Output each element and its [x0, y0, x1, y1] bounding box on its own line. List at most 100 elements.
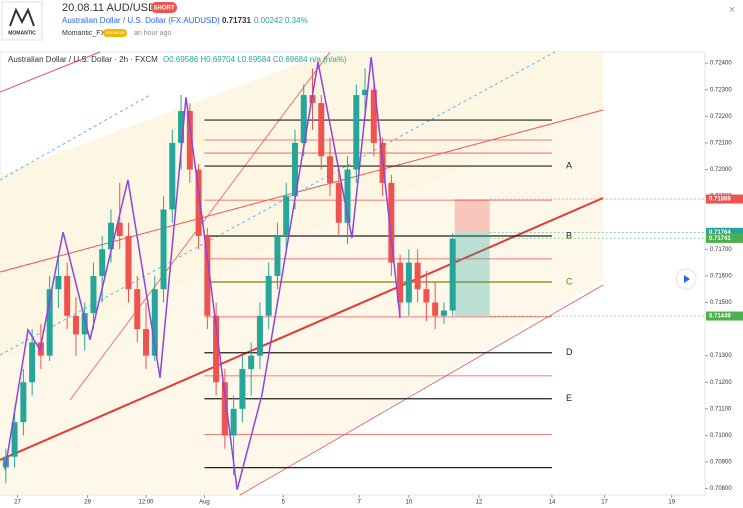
candle-body	[11, 422, 18, 457]
price-label: 0.71764	[709, 230, 731, 236]
candle-body	[186, 111, 193, 170]
level-label: E	[566, 393, 572, 403]
level-label: C	[566, 276, 573, 286]
y-tick-label: 0.72200	[710, 114, 732, 120]
candle-body	[344, 169, 351, 223]
premium-text: PREMIUM	[106, 30, 125, 35]
candle-body	[265, 275, 272, 316]
candle-body	[397, 262, 404, 303]
x-tick-label: 27	[14, 500, 21, 506]
candle-body	[318, 103, 325, 157]
x-tick-label: 12:00	[139, 500, 155, 506]
x-tick-label: 19	[668, 500, 675, 506]
candle-body	[213, 315, 220, 383]
channel-line	[0, 197, 604, 461]
y-tick-label: 0.72400	[710, 61, 732, 67]
candle-body	[423, 289, 430, 303]
y-tick-label: 0.71100	[710, 406, 732, 412]
y-tick-label: 0.70800	[710, 486, 732, 492]
x-tick-label: 10	[406, 500, 413, 506]
idea-title: 20.08.11 AUD/USD	[62, 2, 156, 14]
x-tick-label: 12	[476, 500, 483, 506]
candle-body	[256, 315, 263, 356]
candle-body	[388, 182, 395, 263]
stop-zone	[454, 199, 490, 233]
candle-body	[143, 329, 150, 356]
symbol[interactable]: Australian Dollar / U.S. Dollar (FX:AUDU…	[62, 16, 220, 25]
candle-body	[204, 236, 211, 316]
y-tick-label: 0.71700	[710, 247, 732, 253]
zigzag-line	[4, 56, 401, 490]
channel-line	[0, 51, 101, 93]
level-label: D	[566, 347, 573, 357]
channel-fill-lower	[0, 110, 603, 495]
y-tick-label: 0.72100	[710, 141, 732, 147]
candle-body	[414, 262, 421, 290]
candle-body	[440, 310, 447, 316]
candle-body	[134, 289, 141, 330]
candle-body	[160, 209, 167, 290]
candle-body	[195, 169, 202, 237]
candle-body	[370, 89, 377, 143]
candle-body	[362, 89, 369, 96]
x-tick-label: Aug	[199, 500, 210, 506]
y-tick-label: 0.71600	[710, 273, 732, 279]
x-tick-label: 14	[549, 500, 556, 506]
target-zone	[454, 232, 490, 317]
close-button[interactable]: ×	[729, 4, 735, 16]
candle-body	[230, 408, 237, 436]
change: 0.00242	[254, 16, 283, 25]
candle-body	[291, 142, 298, 197]
channel-fill	[0, 52, 603, 360]
candle-body	[64, 275, 71, 316]
change-pct: 0.34%	[285, 16, 308, 25]
short-badge-text: SHORT	[154, 6, 175, 12]
y-tick-label: 0.72300	[710, 87, 732, 93]
candle-body	[300, 95, 307, 143]
candle-body	[449, 238, 456, 311]
candle-body	[29, 342, 36, 383]
level-label: B	[566, 230, 572, 240]
candle-body	[432, 302, 439, 316]
price-label: 0.71449	[709, 314, 731, 320]
candle-body	[221, 382, 228, 436]
y-tick-label: 0.71500	[710, 300, 732, 306]
candle-body	[353, 95, 360, 170]
logo-text: MOMANTIC	[8, 30, 36, 36]
candle-body	[274, 236, 281, 276]
x-tick-label: 7	[358, 500, 362, 506]
y-tick-label: 0.71000	[710, 433, 732, 439]
play-icon	[684, 275, 690, 283]
candle-body	[178, 111, 185, 143]
level-label: A	[566, 160, 572, 170]
x-tick-label: 29	[84, 500, 91, 506]
candle-body	[151, 289, 158, 356]
candle-body	[327, 156, 334, 183]
price-label-box	[706, 227, 743, 237]
y-tick-label: 0.72000	[710, 167, 732, 173]
candle-body	[116, 222, 123, 237]
candle-body	[125, 236, 132, 290]
price-label-box	[706, 233, 743, 243]
x-tick-label: 17	[601, 500, 608, 506]
price-label-box	[706, 311, 743, 321]
last-price: 0.71731	[222, 16, 251, 25]
channel-line	[0, 109, 604, 273]
price-label: 0.71889	[709, 197, 731, 203]
median-line	[0, 94, 151, 181]
y-tick-label: 0.71200	[710, 380, 732, 386]
candle-body	[239, 368, 246, 409]
candle-body	[72, 315, 79, 335]
candle-body	[335, 182, 342, 223]
author[interactable]: Momantic_FX	[62, 30, 106, 37]
legend-ohlc: O0.69586 H0.69704 L0.69584 C0.69684 n/a …	[163, 55, 347, 64]
candle-body	[90, 275, 97, 314]
candle-body	[46, 289, 53, 356]
candle-body	[169, 142, 176, 210]
logo-mark	[9, 7, 35, 27]
candle-body	[99, 249, 106, 276]
channel-line	[239, 284, 604, 496]
premium-badge	[103, 29, 127, 37]
